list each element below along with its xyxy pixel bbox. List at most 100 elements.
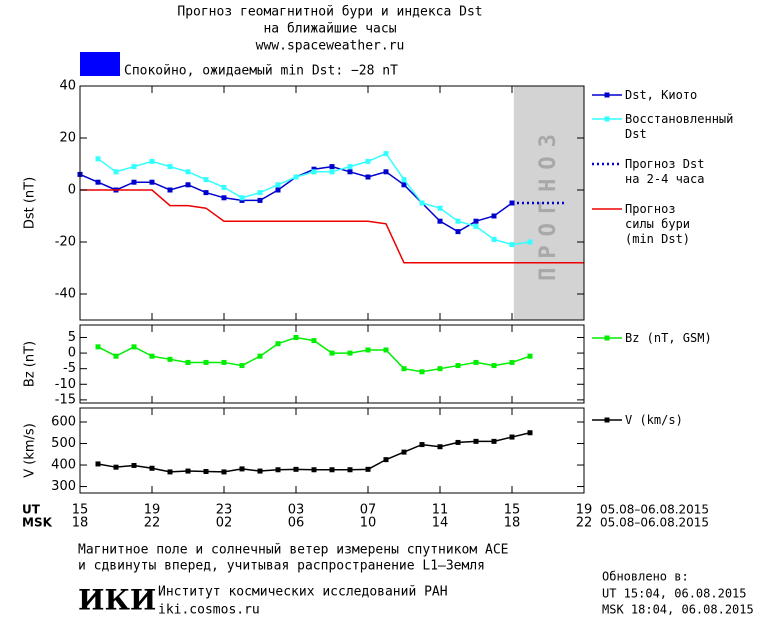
marker — [113, 169, 119, 175]
y-axis-label: Bz (nT) — [23, 341, 38, 387]
marker — [149, 158, 155, 164]
marker — [329, 467, 335, 473]
x-tick-label: 22 — [144, 516, 161, 531]
marker — [365, 158, 371, 164]
marker — [491, 236, 497, 242]
note: и сдвинуты вперед, учитывая распростране… — [78, 559, 485, 574]
note: Магнитное поле и солнечный ветер измерен… — [78, 543, 508, 558]
marker — [473, 218, 479, 224]
marker — [509, 359, 515, 365]
legend-label: V (km/s) — [625, 413, 683, 427]
marker — [275, 341, 281, 347]
marker — [185, 359, 191, 365]
marker — [455, 439, 461, 445]
marker — [455, 218, 461, 224]
logo: ИКИ — [78, 584, 156, 617]
marker — [257, 468, 263, 474]
marker — [437, 444, 443, 450]
msk-label: MSK — [22, 516, 53, 530]
site: iki.cosmos.ru — [158, 603, 260, 618]
marker — [383, 151, 389, 157]
marker — [509, 242, 515, 248]
marker — [167, 469, 173, 475]
marker — [473, 359, 479, 365]
marker — [131, 344, 137, 350]
updated: Обновлено в: — [602, 570, 689, 584]
x-tick-label: 19 — [576, 503, 593, 518]
legend-label: Bz (nT, GSM) — [625, 331, 712, 345]
marker — [293, 466, 299, 472]
y-tick-label: 20 — [59, 131, 76, 146]
url: www.spaceweather.ru — [256, 39, 405, 54]
marker — [239, 197, 245, 203]
marker — [419, 200, 425, 206]
legend-label: Восстановленный Dst — [625, 112, 734, 141]
marker — [365, 466, 371, 472]
marker — [491, 438, 497, 444]
marker — [221, 469, 227, 475]
marker — [419, 442, 425, 448]
updated-msk: MSK 18:04, 06.08.2015 — [602, 603, 754, 617]
x-tick-label: 02 — [216, 516, 233, 531]
x-tick-label: 22 — [576, 516, 593, 531]
legend-marker — [604, 335, 610, 341]
marker — [473, 438, 479, 444]
institute: Институт космических исследований РАН — [158, 585, 448, 600]
marker — [401, 177, 407, 183]
marker — [275, 467, 281, 473]
marker — [437, 218, 443, 224]
legend-marker — [604, 92, 610, 98]
marker — [239, 363, 245, 369]
y-tick-label: 600 — [51, 414, 76, 429]
y-tick-label: -10 — [55, 377, 76, 392]
y-tick-label: 500 — [51, 436, 76, 451]
x-tick-label: 07 — [360, 503, 377, 518]
marker — [401, 366, 407, 372]
y-tick-label: -40 — [55, 287, 76, 302]
series-line — [80, 189, 584, 264]
marker — [527, 353, 533, 359]
marker — [347, 350, 353, 356]
y-tick-label: 400 — [51, 458, 76, 473]
marker — [185, 468, 191, 474]
x-tick-label: 15 — [504, 503, 521, 518]
marker — [95, 461, 101, 467]
x-tick-label: 10 — [360, 516, 377, 531]
marker — [491, 213, 497, 219]
x-tick-label: 06 — [288, 516, 305, 531]
marker — [257, 190, 263, 196]
marker — [311, 166, 317, 172]
x-tick-label: 18 — [504, 516, 521, 531]
legend-label: Прогноз силы бури (min Dst) — [625, 202, 691, 246]
marker — [185, 182, 191, 188]
plot-frame — [79, 407, 585, 494]
marker — [311, 338, 317, 344]
marker — [203, 177, 209, 183]
marker — [95, 179, 101, 185]
date-range: 05.08–06.08.2015 — [600, 503, 709, 517]
marker — [167, 164, 173, 170]
marker — [113, 353, 119, 359]
date-range: 05.08–06.08.2015 — [600, 516, 709, 530]
marker — [437, 366, 443, 372]
marker — [149, 179, 155, 185]
series-line — [97, 432, 531, 473]
plot-frame — [79, 85, 585, 321]
marker — [347, 164, 353, 170]
marker — [455, 363, 461, 369]
marker — [95, 344, 101, 350]
status-text: Спокойно, ожидаемый min Dst: −28 nT — [124, 64, 398, 79]
marker — [239, 195, 245, 201]
marker — [293, 174, 299, 180]
marker — [311, 467, 317, 473]
marker — [149, 465, 155, 471]
marker — [239, 466, 245, 472]
updated-ut: UT 15:04, 06.08.2015 — [602, 587, 747, 601]
marker — [365, 347, 371, 353]
marker — [203, 468, 209, 474]
legend-label: Dst, Киото — [625, 88, 698, 102]
marker — [131, 164, 137, 170]
y-tick-label: 300 — [51, 479, 76, 494]
legend-marker — [604, 116, 610, 122]
